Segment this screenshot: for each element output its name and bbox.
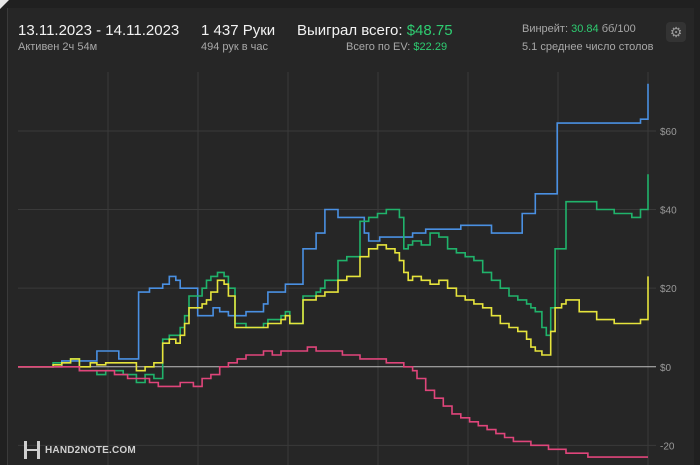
y-tick-label: -20 [660,441,675,452]
winrate: Винрейт: 30.84 бб/100 [522,23,636,35]
hands-count: 1 437 Руки [201,22,276,39]
hand2note-logo-icon [24,441,40,459]
winrate-label: Винрейт: [522,23,569,35]
date-range: 13.11.2023 - 14.11.2023 [18,22,180,39]
hands-per-hour: 494 рук в час [201,41,269,53]
y-tick-label: $20 [660,284,677,295]
winnings-chart: -20 $0 $20 $40 $60 [18,72,677,465]
series-line-4 [18,346,648,458]
y-tick-label: $60 [660,127,677,138]
stats-header: 13.11.2023 - 14.11.2023 Активен 2ч 54м 1… [8,8,694,72]
avg-tables: 5.1 среднее число столов [522,41,654,53]
logo-text: HAND2NOTE.COM [45,444,136,456]
ev-value: $22.29 [413,41,448,53]
y-tick-label: $40 [660,206,677,217]
winrate-unit: бб/100 [601,23,636,35]
gear-icon[interactable]: ⚙ [666,22,686,42]
hand2note-logo: HAND2NOTE.COM [24,441,136,459]
ev-label: Всего по EV: [346,41,411,53]
active-time: Активен 2ч 54м [18,41,98,53]
won-label: Выиграл всего: [297,22,403,39]
window-corner [0,0,9,9]
series-line-1 [18,83,649,368]
won-value: $48.75 [406,22,453,39]
y-tick-label: $0 [660,363,672,374]
graph-panel: 13.11.2023 - 14.11.2023 Активен 2ч 54м 1… [7,8,694,465]
won-total: Выиграл всего: $48.75 [297,22,453,39]
ev-total: Всего по EV: $22.29 [346,41,447,53]
winrate-value: 30.84 [571,23,599,35]
series-line-3 [18,244,649,372]
